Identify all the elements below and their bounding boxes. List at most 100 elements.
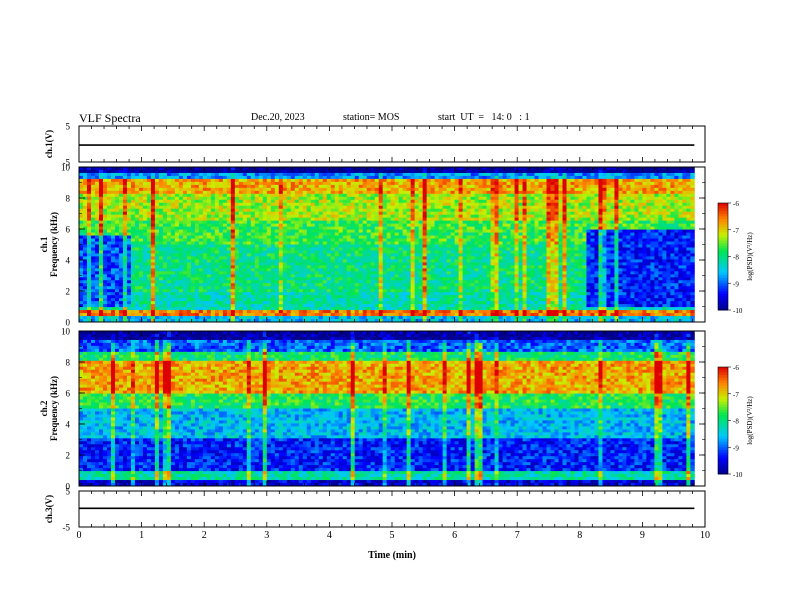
- spectrogram-cell: [418, 187, 424, 192]
- spectrogram-cell: [330, 250, 336, 254]
- spectrogram-cell: [506, 223, 511, 228]
- spectrogram-cell: [590, 205, 595, 210]
- spectrogram-cell: [494, 184, 499, 189]
- spectrogram-cell: [298, 184, 304, 189]
- spectrogram-cell: [486, 232, 491, 236]
- spectrogram-cell: [110, 220, 116, 225]
- spectrogram-cell: [454, 259, 460, 263]
- spectrogram-cell: [610, 175, 615, 180]
- spectrogram-cell: [242, 169, 248, 174]
- spectrogram-cell: [550, 193, 555, 198]
- spectrogram-cell: [150, 241, 156, 245]
- spectrogram-cell: [578, 187, 583, 192]
- spectrogram-cell: [386, 259, 392, 263]
- spectrogram-cell: [630, 238, 635, 242]
- spectrogram-cell: [534, 178, 539, 183]
- spectrogram-cell: [430, 214, 436, 219]
- spectrogram-cell: [290, 235, 296, 239]
- spectrogram-cell: [270, 223, 276, 228]
- spectrogram-cell: [174, 172, 180, 177]
- spectrogram-cell: [610, 217, 615, 222]
- spectrogram-cell: [618, 214, 623, 219]
- spectrogram-cell: [630, 205, 635, 210]
- spectrogram-cell: [670, 190, 675, 195]
- spectrogram-cell: [326, 190, 332, 195]
- spectrogram-cell: [606, 187, 611, 192]
- spectrogram-cell: [438, 232, 444, 236]
- spectrogram-cell: [226, 169, 232, 174]
- spectrogram-cell: [690, 229, 695, 233]
- spectrogram-cell: [206, 187, 212, 192]
- spectrogram-cell: [86, 238, 92, 242]
- spectrogram-cell: [282, 253, 288, 257]
- spectrogram-cell: [114, 229, 120, 233]
- spectrogram-cell: [206, 167, 212, 171]
- spectrogram-cell: [570, 241, 575, 245]
- spectrogram-cell: [630, 202, 635, 207]
- spectrogram-cell: [118, 199, 124, 204]
- spectrogram-cell: [522, 202, 527, 207]
- spectrogram-cell: [602, 232, 607, 236]
- spectrogram-cell: [554, 172, 559, 177]
- spectrogram-cell: [570, 175, 575, 180]
- spectrogram-cell: [370, 232, 376, 236]
- spectrogram-cell: [666, 193, 671, 198]
- spectrogram-cell: [366, 223, 372, 228]
- spectrogram-cell: [434, 205, 440, 210]
- spectrogram-cell: [250, 205, 256, 210]
- spectrogram-cell: [442, 167, 448, 171]
- spectrogram-cell: [202, 226, 208, 230]
- spectrogram-cell: [594, 235, 599, 239]
- spectrogram-cell: [222, 196, 228, 201]
- spectrogram-cell: [678, 175, 683, 180]
- spectrogram-cell: [350, 253, 356, 257]
- spectrogram-cell: [210, 193, 216, 198]
- spectrogram-cell: [238, 217, 244, 222]
- spectrogram-cell: [594, 178, 599, 183]
- spectrogram-cell: [598, 253, 603, 257]
- spectrogram-cell: [382, 217, 388, 222]
- spectrogram-cell: [202, 167, 208, 171]
- spectrogram-cell: [350, 196, 356, 201]
- spectrogram-cell: [358, 205, 364, 210]
- spectrogram-cell: [478, 226, 483, 230]
- spectrogram-cell: [86, 199, 92, 204]
- spectrogram-cell: [230, 238, 236, 242]
- spectrogram-cell: [522, 181, 527, 186]
- spectrogram-cell: [134, 226, 140, 230]
- spectrogram-cell: [110, 181, 116, 186]
- spectrogram-cell: [442, 178, 448, 183]
- spectrogram-cell: [390, 220, 396, 225]
- spectrogram-cell: [590, 226, 595, 230]
- spectrogram-cell: [498, 223, 503, 228]
- spectrogram-cell: [194, 208, 200, 213]
- spectrogram-cell: [366, 250, 372, 254]
- spectrogram-cell: [374, 167, 380, 171]
- spectrogram-cell: [134, 167, 140, 171]
- spectrogram-cell: [202, 211, 208, 216]
- spectrogram-cell: [642, 190, 647, 195]
- spectrogram-cell: [602, 220, 607, 225]
- spectrogram-cell: [506, 235, 511, 239]
- spectrogram-cell: [434, 226, 440, 230]
- spectrogram-cell: [318, 256, 324, 260]
- spectrogram-cell: [502, 247, 507, 251]
- spectrogram-cell: [118, 167, 124, 171]
- spectrogram-cell: [630, 232, 635, 236]
- spectrogram-cell: [658, 172, 663, 177]
- spectrogram-cell: [310, 214, 316, 219]
- spectrogram-cell: [79, 247, 84, 251]
- spectrogram-cell: [154, 187, 160, 192]
- spectrogram-cell: [158, 223, 164, 228]
- spectrogram-cell: [278, 223, 284, 228]
- spectrogram-cell: [518, 199, 523, 204]
- spectrogram-cell: [238, 250, 244, 254]
- spectrogram-cell: [222, 205, 228, 210]
- spectrogram-cell: [122, 187, 128, 192]
- spectrogram-cell: [346, 193, 352, 198]
- spectrogram-cell: [514, 208, 519, 213]
- spectrogram-cell: [170, 175, 176, 180]
- spectrogram-cell: [522, 226, 527, 230]
- spectrogram-cell: [422, 181, 428, 186]
- spectrogram-cell: [166, 169, 172, 174]
